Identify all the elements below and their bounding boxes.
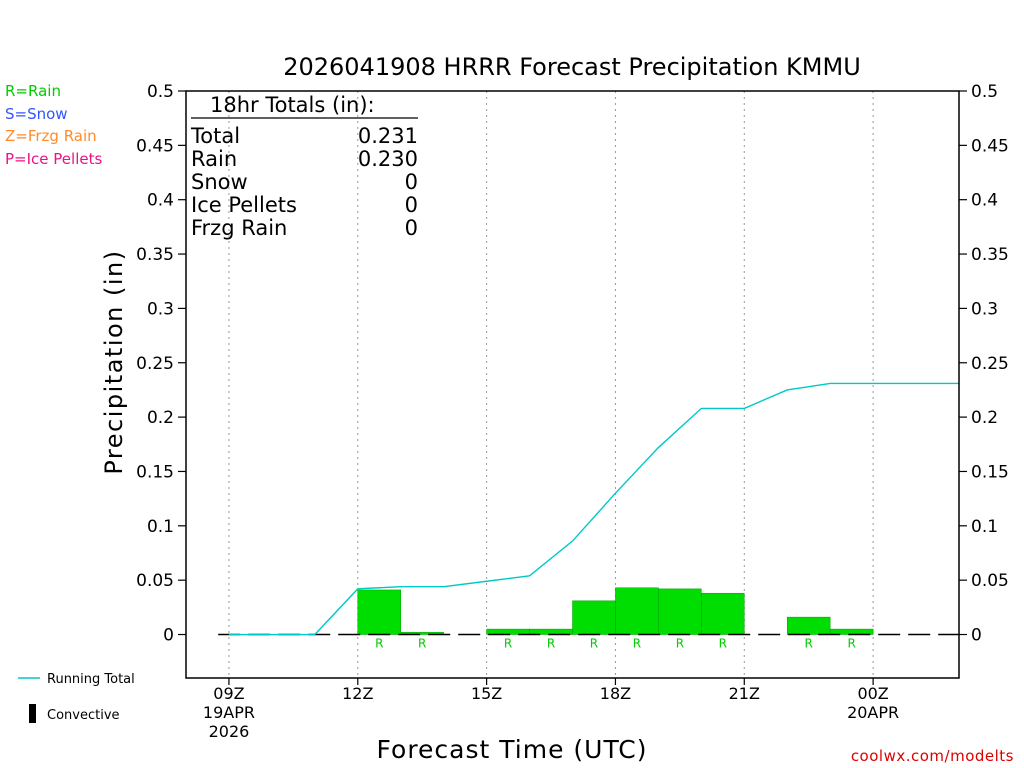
y-tick-label: 0.25	[136, 354, 174, 374]
precip-bar	[786, 616, 831, 635]
precip-bar	[701, 592, 745, 635]
x-tick-label: 2026	[209, 722, 250, 741]
x-tick-label: 09Z	[213, 684, 244, 703]
precip-bar	[400, 632, 444, 635]
series-legend: Running Total Convective	[18, 672, 135, 723]
totals-box: 18hr Totals (in): Total 0.231 Rain 0.230…	[190, 93, 418, 240]
precip-type-marker: R	[633, 637, 641, 651]
running-total-line	[228, 382, 959, 636]
y-tick-label: 0.35	[971, 245, 1009, 265]
legend-frzg-rain: Z=Frzg Rain	[5, 127, 97, 145]
precip-type-marker: R	[504, 637, 512, 651]
y-tick-label: 0.2	[147, 408, 174, 428]
precip-type-marker: R	[719, 637, 727, 651]
y-tick-label: 0.05	[971, 571, 1009, 591]
y-tick-label: 0.45	[136, 136, 174, 156]
convective-swatch	[29, 704, 36, 723]
x-tick-label: 18Z	[600, 684, 631, 703]
running-total-legend-label: Running Total	[47, 672, 135, 687]
precip-type-marker: R	[590, 637, 598, 651]
totals-label-ice-pellets: Ice Pellets	[191, 193, 297, 217]
precip-type-marker: R	[805, 637, 813, 651]
y-tick-label: 0.3	[971, 299, 998, 319]
precip-bar	[658, 588, 702, 635]
precip-type-marker: R	[847, 637, 855, 651]
chart-title: 2026041908 HRRR Forecast Precipitation K…	[283, 53, 861, 81]
y-tick-label: 0.2	[971, 408, 998, 428]
precip-bar	[529, 628, 573, 635]
precip-type-legend: R=Rain S=Snow Z=Frzg Rain P=Ice Pellets	[5, 82, 102, 168]
y-tick-label: 0	[971, 626, 982, 646]
y-tick-label: 0.15	[971, 462, 1009, 482]
y-ticks-right: 0 0.05 0.1 0.15 0.2 0.25 0.3 0.35 0.4 0.45 0.5	[959, 82, 1009, 646]
y-tick-label: 0.5	[971, 82, 998, 102]
legend-rain: R=Rain	[5, 82, 61, 100]
y-tick-label: 0.35	[136, 245, 174, 265]
convective-legend-label: Convective	[47, 708, 120, 723]
precip-bar	[572, 600, 616, 635]
x-axis-label: Forecast Time (UTC)	[377, 735, 648, 764]
x-tick-label: 12Z	[342, 684, 373, 703]
totals-value-total: 0.231	[358, 124, 418, 148]
y-tick-label: 0.45	[971, 136, 1009, 156]
precip-type-marker: R	[418, 637, 426, 651]
precip-type-marker: R	[547, 637, 555, 651]
y-tick-label: 0.4	[147, 191, 174, 211]
y-axis-label: Precipitation (in)	[100, 249, 128, 474]
x-tick-label: 15Z	[471, 684, 502, 703]
gridlines	[228, 91, 874, 678]
bars-layer	[357, 587, 874, 635]
totals-label-total: Total	[190, 124, 240, 148]
precip-bar	[357, 589, 401, 635]
y-tick-label: 0.3	[147, 299, 174, 319]
legend-snow: S=Snow	[5, 105, 68, 123]
y-tick-label: 0.4	[971, 191, 998, 211]
totals-value-rain: 0.230	[358, 147, 418, 171]
x-tick-label: 20APR	[847, 703, 899, 722]
y-tick-label: 0.5	[147, 82, 174, 102]
plot-frame	[185, 90, 960, 679]
x-tick-label: 00Z	[857, 684, 888, 703]
y-tick-label: 0.25	[971, 354, 1009, 374]
precip-bar	[829, 628, 874, 635]
y-tick-label: 0.1	[971, 517, 998, 537]
x-tick-label: 19APR	[203, 703, 255, 722]
precip-type-marker: R	[375, 637, 383, 651]
totals-value-frzg-rain: 0	[405, 216, 418, 240]
totals-value-snow: 0	[405, 170, 418, 194]
totals-label-rain: Rain	[191, 147, 237, 171]
legend-ice-pellets: P=Ice Pellets	[5, 150, 102, 168]
precip-type-marker: R	[676, 637, 684, 651]
totals-label-snow: Snow	[191, 170, 248, 194]
totals-label-frzg-rain: Frzg Rain	[191, 216, 287, 240]
totals-value-ice-pellets: 0	[405, 193, 418, 217]
precip-bar	[486, 628, 530, 635]
totals-header: 18hr Totals (in):	[210, 93, 375, 117]
y-tick-label: 0.1	[147, 517, 174, 537]
y-ticks-left: 0 0.05 0.1 0.15 0.2 0.25 0.3 0.35 0.4 0.45 0.5	[136, 82, 186, 646]
y-tick-label: 0	[163, 626, 174, 646]
x-tick-label: 21Z	[729, 684, 760, 703]
credit-text: coolwx.com/modelts	[851, 747, 1014, 765]
y-tick-label: 0.15	[136, 462, 174, 482]
y-tick-label: 0.05	[136, 571, 174, 591]
precip-bar	[615, 587, 659, 635]
